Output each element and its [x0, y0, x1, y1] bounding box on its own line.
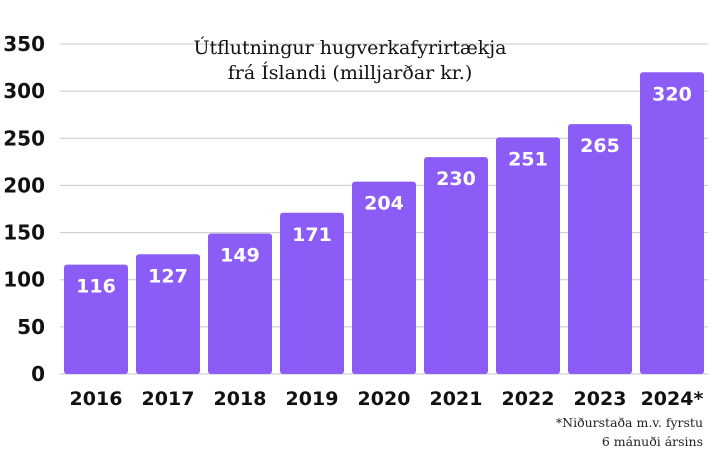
x-tick-label: 2020: [358, 388, 411, 410]
y-tick-label: 150: [3, 221, 45, 245]
x-tick-label: 2016: [70, 388, 123, 410]
value-label: 265: [580, 135, 620, 157]
y-tick-label: 350: [3, 32, 45, 56]
y-tick-label: 200: [3, 173, 45, 197]
chart-title-line-2: frá Íslandi (milljarðar kr.): [227, 62, 473, 84]
x-tick-label: 2022: [502, 388, 555, 410]
value-label: 251: [508, 148, 548, 170]
value-label: 230: [436, 168, 476, 190]
footnote: *Niðurstaða m.v. fyrstu 6 mánuði ársins: [463, 413, 703, 451]
value-label: 149: [220, 245, 260, 267]
footnote-line-1: *Niðurstaða m.v. fyrstu: [555, 415, 703, 430]
x-tick-label: 2019: [286, 388, 339, 410]
bar-2023: [568, 124, 632, 375]
value-label: 116: [76, 276, 116, 298]
y-tick-label: 250: [3, 126, 45, 150]
x-tick-label: 2024*: [641, 388, 704, 410]
chart-title: Útflutningur hugverkafyrirtækja frá Ísla…: [160, 36, 540, 86]
bar-2021: [424, 157, 488, 374]
y-tick-label: 0: [31, 362, 45, 386]
bar-2016: [64, 264, 128, 374]
x-tick-label: 2017: [142, 388, 195, 410]
y-tick-label: 100: [3, 268, 45, 292]
bar-2024: [640, 72, 704, 375]
value-labels: 116 127 149 171 204 230 251 265 320: [76, 83, 692, 297]
y-tick-label: 300: [3, 79, 45, 103]
footnote-line-2: 6 mánuði ársins: [601, 434, 703, 449]
bar-2018: [208, 233, 272, 374]
bars: [64, 72, 704, 375]
x-tick-label: 2023: [574, 388, 627, 410]
x-tick-label: 2018: [214, 388, 267, 410]
value-label: 171: [292, 224, 332, 246]
chart-title-line-1: Útflutningur hugverkafyrirtækja: [193, 37, 507, 59]
bar-2022: [496, 137, 560, 374]
bar-2017: [136, 254, 200, 374]
y-axis-ticks: 0 50 100 150 200 250 300 350: [3, 32, 45, 386]
value-label: 320: [652, 83, 692, 105]
value-label: 204: [364, 193, 404, 215]
y-tick-label: 50: [17, 315, 45, 339]
x-tick-label: 2021: [430, 388, 483, 410]
x-axis-ticks: 2016 2017 2018 2019 2020 2021 2022 2023 2024*: [70, 388, 704, 410]
bar-2019: [280, 212, 344, 374]
bar-2020: [352, 181, 416, 374]
value-label: 127: [148, 265, 188, 287]
